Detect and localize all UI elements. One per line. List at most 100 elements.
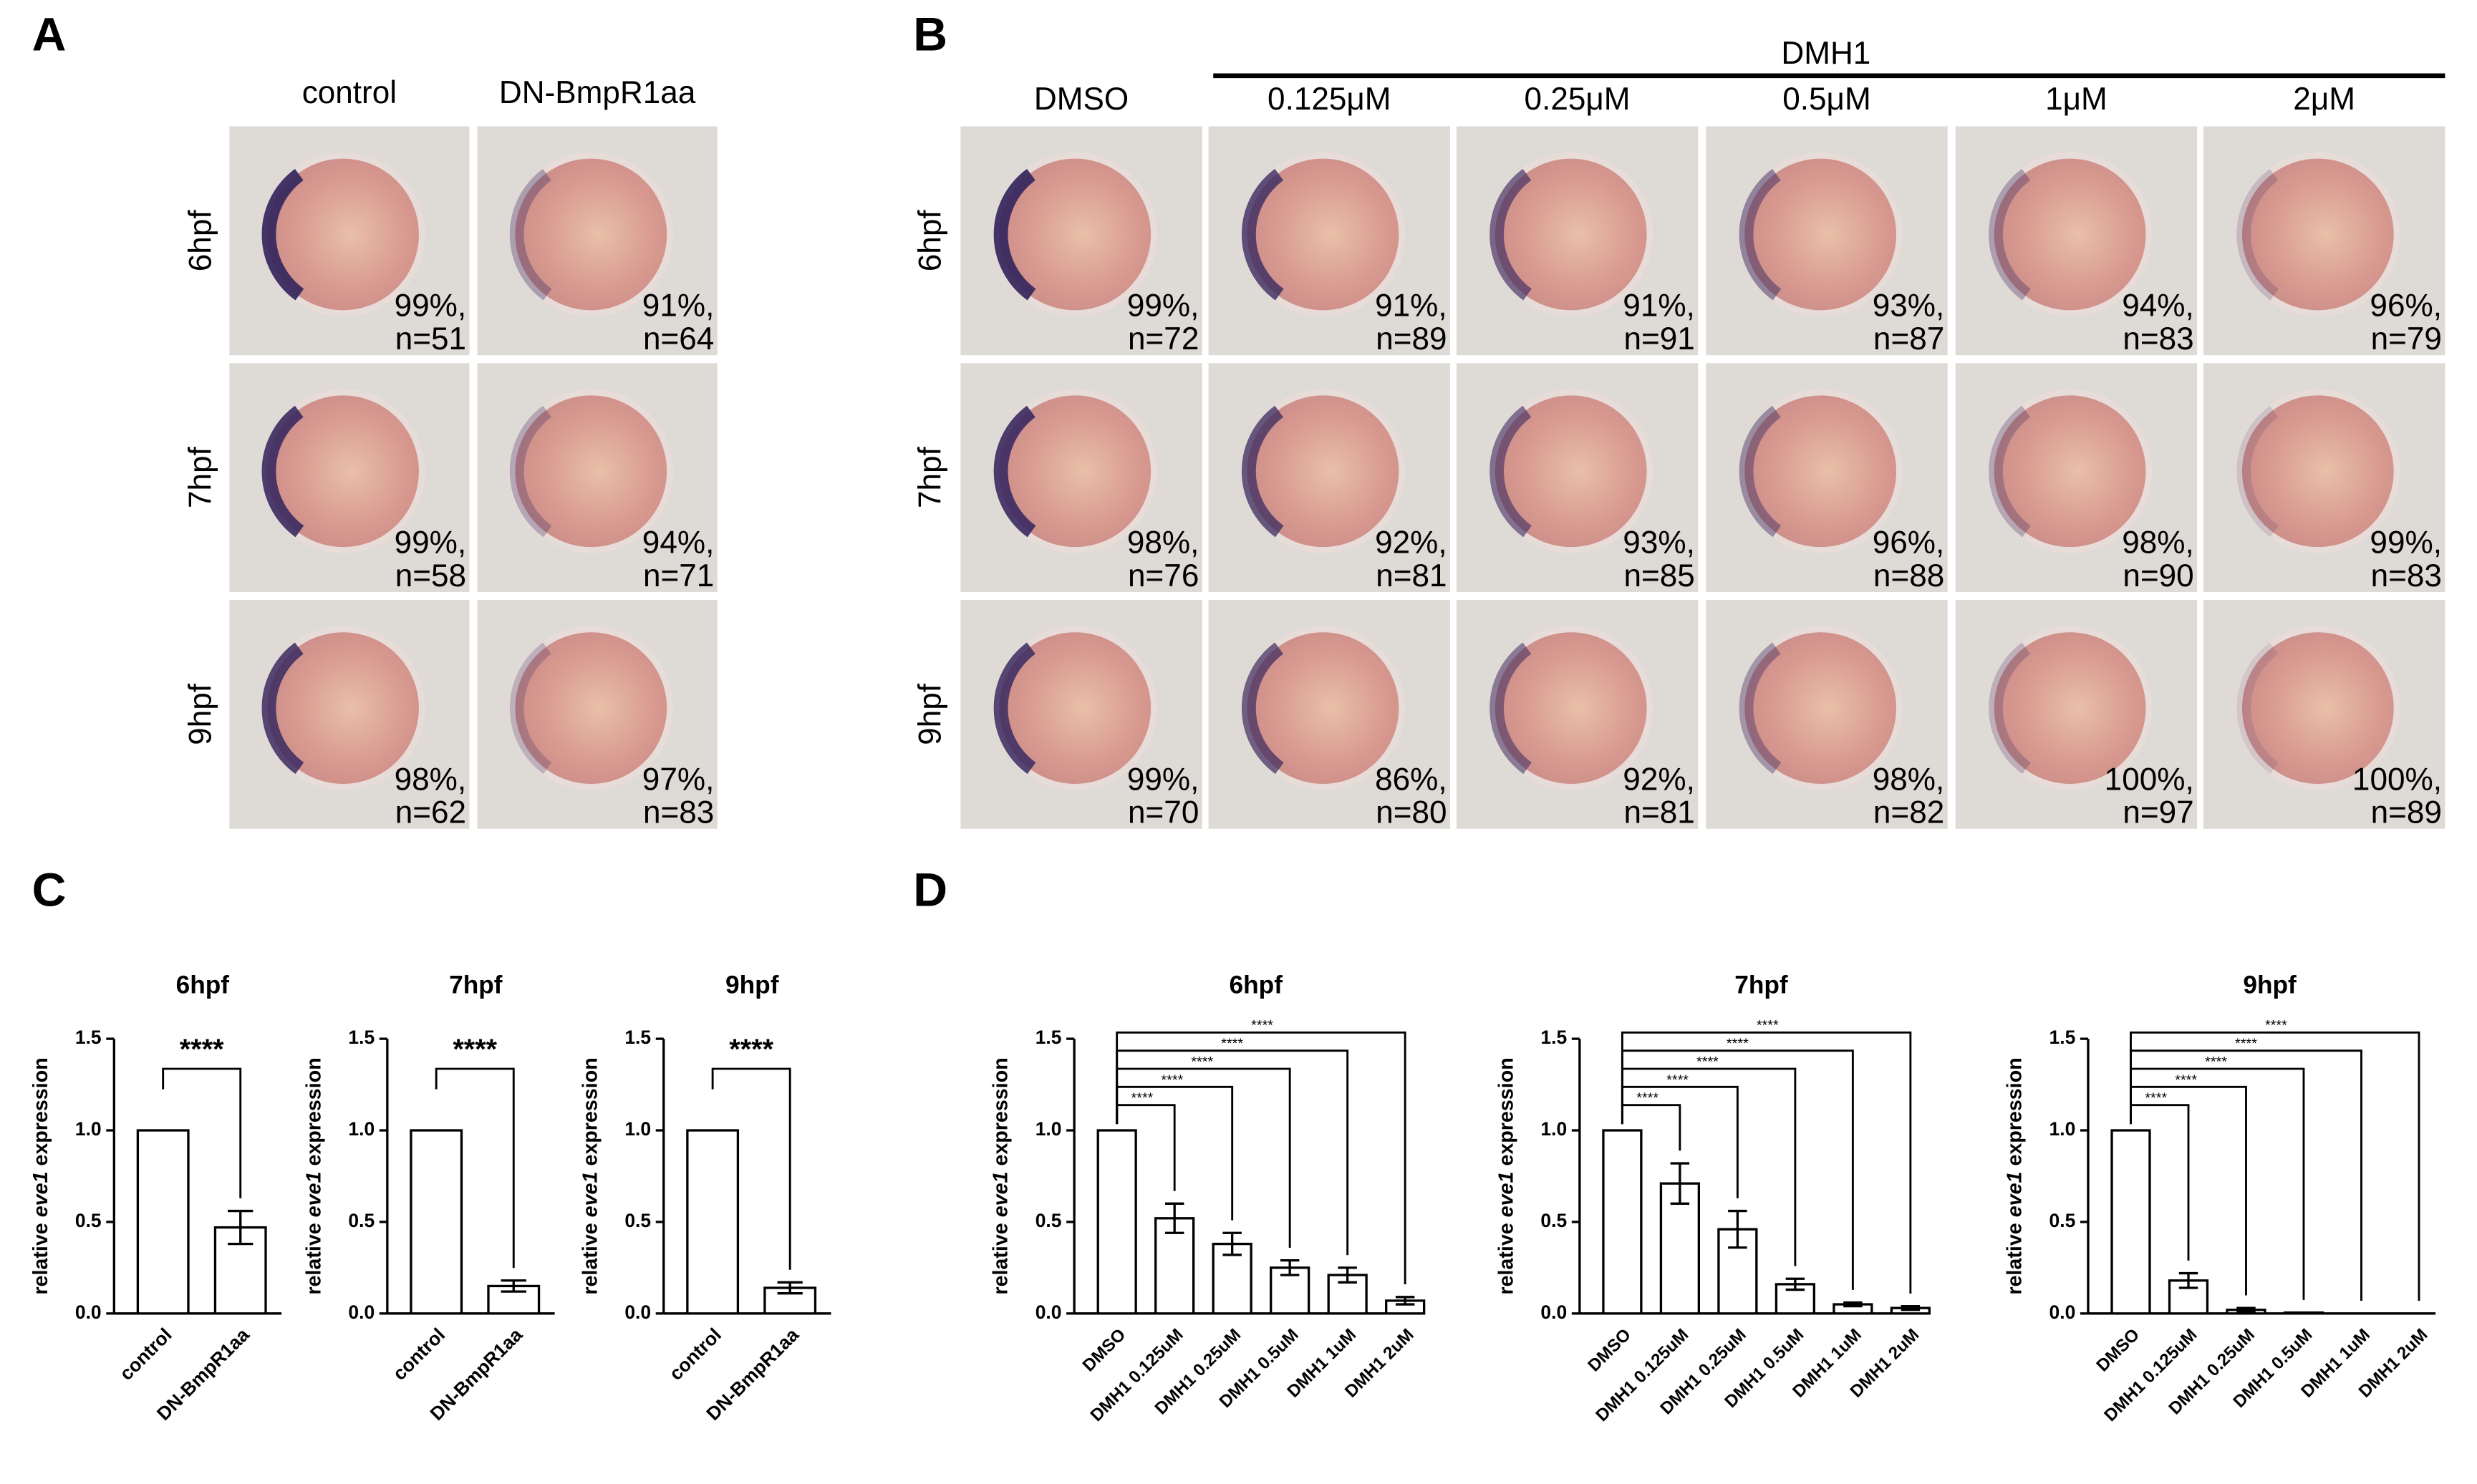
y-tick-label: 1.0 [2049, 1118, 2076, 1140]
count-label: n=81 [1624, 795, 1695, 830]
column-header: DMSO [1034, 82, 1129, 117]
y-axis-label-part: relative [989, 1217, 1012, 1294]
significance-label: **** [1221, 1036, 1243, 1052]
significance-label: **** [1636, 1090, 1658, 1106]
count-label: n=64 [643, 321, 714, 357]
y-axis-label-part: eve1 [1495, 1172, 1517, 1218]
embryo [1987, 626, 2153, 790]
y-tick-label: 1.0 [1540, 1118, 1567, 1140]
significance-label: **** [2235, 1036, 2257, 1052]
significance-bracket [162, 1067, 242, 1198]
y-axis-label-part: eve1 [989, 1172, 1012, 1218]
y-axis-label-part: expression [989, 1057, 1012, 1171]
chart-title: 6hpf [176, 971, 230, 999]
y-axis-label-part: relative [2003, 1217, 2026, 1294]
y-tick-label: 1.0 [624, 1118, 651, 1140]
y-axis-label-part: eve1 [2003, 1172, 2026, 1218]
embryo [1738, 626, 1903, 790]
significance-label: **** [1757, 1018, 1779, 1034]
count-label: n=76 [1128, 558, 1199, 593]
staining [509, 626, 672, 790]
embryo [508, 626, 673, 790]
count-label: n=81 [1376, 558, 1447, 593]
count-label: n=97 [2123, 795, 2193, 830]
significance-label: **** [2265, 1018, 2287, 1034]
percent-label: 98%, [2122, 525, 2194, 560]
bar [2283, 1311, 2324, 1315]
significance-bracket [1621, 1031, 1912, 1294]
count-label: n=51 [395, 321, 466, 357]
y-tick-label: 1.5 [1035, 1027, 1062, 1048]
y-axis-label: relative eve1 expression [1495, 1057, 1517, 1294]
column-header: 0.5μM [1782, 82, 1870, 117]
y-axis-label: relative eve1 expression [989, 1057, 1012, 1294]
y-axis-label: relative eve1 expression [302, 1057, 325, 1294]
staining [2236, 389, 2400, 553]
percent-label: 86%, [1375, 762, 1447, 797]
count-label: n=62 [395, 795, 466, 830]
percent-label: 100%, [2352, 762, 2442, 797]
count-label: n=82 [1873, 795, 1944, 830]
staining [1241, 389, 1405, 553]
significance-label: **** [1161, 1072, 1183, 1088]
count-label: n=83 [643, 795, 714, 830]
percent-label: 96%, [2370, 288, 2442, 324]
percent-label: 91%, [1375, 288, 1447, 324]
y-axis-label-part: expression [1495, 1057, 1517, 1171]
count-label: n=72 [1128, 321, 1199, 357]
percent-label: 94%, [2122, 288, 2194, 324]
column-header: 2μM [2293, 82, 2355, 117]
staining [1739, 389, 1902, 553]
y-axis-label-part: expression [302, 1057, 325, 1171]
embryo [2236, 152, 2400, 317]
column-header: 0.125μM [1268, 82, 1391, 117]
count-label: n=83 [2123, 321, 2193, 357]
chart-title: 9hpf [725, 971, 779, 999]
y-tick-label: 0.0 [1540, 1301, 1567, 1323]
column-header: 1μM [2045, 82, 2107, 117]
percent-label: 92%, [1623, 762, 1695, 797]
percent-label: 99%, [395, 525, 467, 560]
embryo [1987, 389, 2153, 553]
y-tick-label: 0.5 [75, 1210, 102, 1231]
percent-label: 92%, [1375, 525, 1447, 560]
y-axis-label-part: expression [579, 1057, 602, 1171]
chart-title: 9hpf [2243, 971, 2297, 999]
y-tick-label: 1.0 [1035, 1118, 1062, 1140]
staining [1989, 152, 2152, 316]
percent-label: 99%, [1127, 288, 1199, 324]
y-tick-label: 0.5 [624, 1210, 651, 1231]
percent-label: 93%, [1873, 288, 1945, 324]
x-tick-label: DMSO [1584, 1325, 1635, 1376]
percent-label: 99%, [2370, 525, 2442, 560]
count-label: n=89 [2371, 795, 2442, 830]
percent-label: 97%, [642, 762, 715, 797]
y-tick-label: 1.5 [75, 1027, 102, 1048]
percent-label: 100%, [2105, 762, 2194, 797]
staining [1241, 626, 1405, 790]
percent-label: 91%, [1623, 288, 1695, 324]
chart-title: 7hpf [449, 971, 503, 999]
y-axis-label-part: eve1 [579, 1172, 602, 1218]
staining [261, 626, 425, 790]
bar [136, 1129, 190, 1315]
y-tick-label: 0.0 [75, 1301, 102, 1323]
group-label: DMH1 [1781, 36, 1870, 71]
percent-label: 98%, [1127, 525, 1199, 560]
staining [509, 389, 672, 553]
count-label: n=85 [1624, 558, 1695, 593]
embryo [2236, 389, 2400, 553]
significance-bracket [2130, 1031, 2420, 1301]
y-tick-label: 1.0 [75, 1118, 102, 1140]
significance-label: **** [1251, 1018, 1273, 1034]
staining [1489, 389, 1653, 553]
row-label: 9hpf [912, 683, 947, 745]
bar [1659, 1182, 1701, 1315]
row-label: 7hpf [912, 446, 947, 508]
x-tick-label: control [389, 1324, 450, 1384]
percent-label: 91%, [642, 288, 715, 324]
count-label: n=91 [1624, 321, 1695, 357]
row-label: 9hpf [183, 683, 218, 745]
percent-label: 98%, [395, 762, 467, 797]
